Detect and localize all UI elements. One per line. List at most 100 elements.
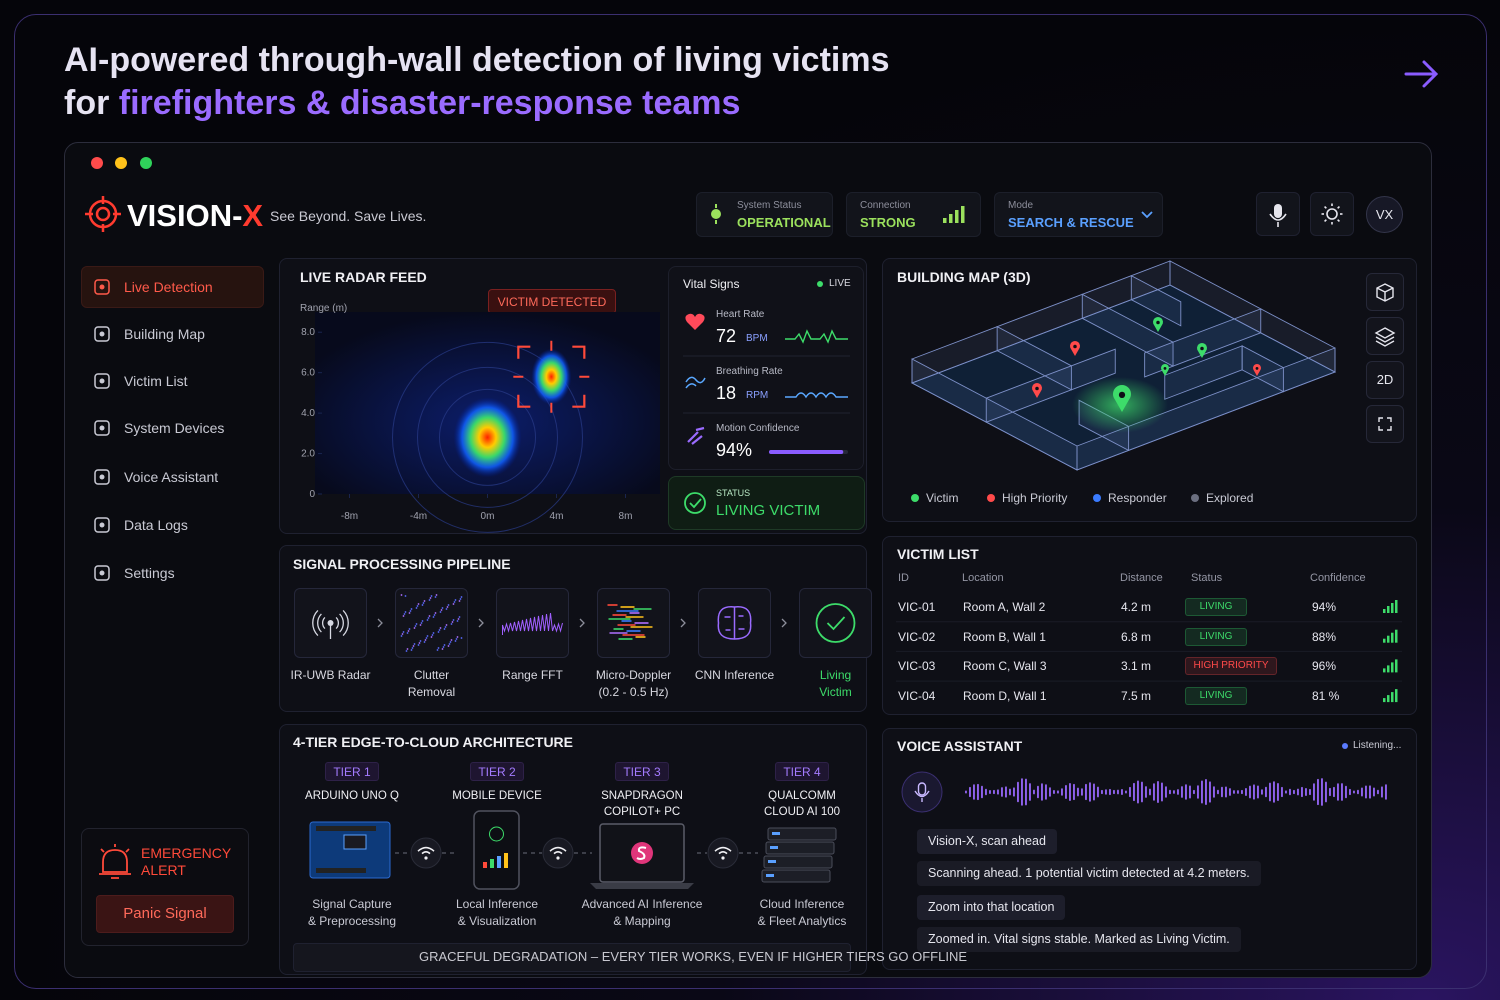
avatar-initials: VX bbox=[1375, 207, 1394, 223]
vital-value: 18 bbox=[716, 383, 737, 404]
pipeline-step bbox=[294, 588, 367, 658]
tier-label: TIER 1 bbox=[333, 764, 371, 779]
view-toggle[interactable]: 2D bbox=[1376, 372, 1394, 388]
step-label: (0.2 - 0.5 Hz) bbox=[598, 684, 669, 699]
panel-title: SIGNAL PROCESSING PIPELINE bbox=[293, 555, 511, 572]
map-tool-button[interactable] bbox=[1366, 273, 1404, 311]
nav-item[interactable]: Victim List bbox=[124, 372, 188, 389]
step-label: Micro-Doppler bbox=[595, 667, 672, 682]
status-value: STRONG bbox=[860, 215, 916, 231]
tier-caption: Local Inference bbox=[455, 896, 539, 911]
panel-title: LIVE RADAR FEED bbox=[300, 268, 427, 285]
footer-text: GRACEFUL DEGRADATION – EVERY TIER WORKS,… bbox=[419, 949, 968, 965]
voice-message: Scanning ahead. 1 potential victim detec… bbox=[917, 861, 1261, 886]
status-value: OPERATIONAL bbox=[737, 215, 831, 231]
nav-item[interactable]: System Devices bbox=[124, 419, 225, 436]
victim-location: Room D, Wall 1 bbox=[963, 688, 1047, 703]
tier-caption: Advanced AI Inference bbox=[581, 896, 703, 911]
victim-distance: 3.1 m bbox=[1121, 659, 1152, 674]
step-label: IR-UWB Radar bbox=[290, 667, 371, 682]
pipeline-step bbox=[496, 588, 569, 658]
victim-distance: 6.8 m bbox=[1121, 629, 1152, 644]
step-label: Living bbox=[819, 667, 852, 682]
vital-value: 72 bbox=[716, 326, 737, 347]
card-title: Vital Signs bbox=[683, 276, 740, 291]
map-tool-button[interactable] bbox=[1366, 317, 1404, 355]
pipeline-step bbox=[395, 588, 468, 658]
status-pill bbox=[1185, 687, 1247, 706]
outer-frame bbox=[14, 14, 1487, 989]
status-pill bbox=[1185, 657, 1277, 676]
column-header: Status bbox=[1191, 572, 1223, 585]
status-box[interactable] bbox=[994, 192, 1163, 237]
step-label: Clutter bbox=[413, 667, 450, 682]
nav-active bbox=[81, 266, 264, 308]
brand: VISION-X bbox=[127, 197, 263, 234]
victim-location: Room B, Wall 1 bbox=[963, 629, 1046, 644]
victim-id: VIC-01 bbox=[898, 599, 936, 614]
nav-item[interactable]: Live Detection bbox=[124, 278, 213, 295]
victim-distance: 7.5 m bbox=[1121, 688, 1152, 703]
status-label: STATUS bbox=[716, 487, 751, 498]
badge-text: VICTIM DETECTED bbox=[497, 294, 607, 309]
tier-name: ARDUINO UNO Q bbox=[305, 790, 399, 803]
step-label: Removal bbox=[407, 684, 456, 699]
column-header: Confidence bbox=[1310, 572, 1366, 585]
status-label: Mode bbox=[1008, 200, 1034, 211]
nav-item[interactable]: Settings bbox=[124, 564, 175, 581]
victim-confidence: 88% bbox=[1312, 629, 1337, 644]
tier-caption: Signal Capture bbox=[312, 896, 392, 911]
legend-label: High Priority bbox=[1002, 490, 1068, 505]
map-panel bbox=[882, 258, 1417, 522]
brand-name: VISION- bbox=[127, 198, 243, 233]
step-label: CNN Inference bbox=[694, 667, 775, 682]
column-header: Distance bbox=[1120, 572, 1163, 585]
status-value: LIVING VICTIM bbox=[716, 502, 821, 519]
victim-id: VIC-02 bbox=[898, 629, 936, 644]
pipeline-step bbox=[799, 588, 872, 658]
tier-pill bbox=[470, 762, 524, 781]
nav-item[interactable]: Voice Assistant bbox=[124, 468, 219, 485]
panic-label[interactable]: Panic Signal bbox=[123, 905, 207, 922]
tier-caption: & Fleet Analytics bbox=[757, 913, 847, 928]
victim-confidence: 94% bbox=[1312, 599, 1337, 614]
map-tool-button[interactable] bbox=[1366, 361, 1404, 399]
status-pill-text: LIVING bbox=[1199, 630, 1233, 642]
panic-button[interactable] bbox=[96, 895, 234, 933]
vital-label: Heart Rate bbox=[716, 309, 765, 320]
tier-label: TIER 3 bbox=[623, 764, 661, 779]
avatar[interactable] bbox=[1366, 196, 1403, 233]
victim-confidence: 81 % bbox=[1312, 688, 1340, 703]
axis-title: Range (m) bbox=[300, 303, 348, 314]
tier-caption: & Preprocessing bbox=[307, 913, 397, 928]
pipeline-step bbox=[698, 588, 771, 658]
legend-label: Victim bbox=[926, 490, 959, 505]
vital-unit: BPM bbox=[746, 333, 768, 344]
nav-item[interactable]: Building Map bbox=[124, 325, 205, 342]
victim-confidence: 96% bbox=[1312, 659, 1337, 674]
voice-message: Zoomed in. Vital signs stable. Marked as… bbox=[917, 927, 1241, 952]
pipeline-step bbox=[597, 588, 670, 658]
footer-strip bbox=[293, 943, 851, 972]
victim-distance: 4.2 m bbox=[1121, 599, 1152, 614]
vital-value: 94% bbox=[716, 440, 753, 461]
column-header: ID bbox=[898, 572, 909, 585]
vital-label: Breathing Rate bbox=[716, 366, 783, 377]
tagline: See Beyond. Save Lives. bbox=[270, 208, 427, 224]
emergency-title: EMERGENCY ALERT bbox=[141, 845, 231, 878]
legend-label: Responder bbox=[1108, 490, 1167, 505]
step-label: Range FFT bbox=[502, 667, 563, 682]
panel-title: BUILDING MAP (3D) bbox=[897, 268, 1031, 285]
status-pill-text: HIGH PRIORITY bbox=[1193, 660, 1269, 672]
victim-location: Room C, Wall 3 bbox=[963, 659, 1047, 674]
victim-id: VIC-03 bbox=[898, 659, 936, 674]
nav-item[interactable]: Data Logs bbox=[124, 516, 188, 533]
vital-unit: RPM bbox=[746, 390, 769, 401]
status-pill-text: LIVING bbox=[1199, 601, 1233, 612]
step-label: Victim bbox=[819, 684, 852, 699]
map-tool-button[interactable] bbox=[1366, 405, 1404, 443]
tier-name: SNAPDRAGON bbox=[601, 790, 683, 803]
panel-title: 4-TIER EDGE-TO-CLOUD ARCHITECTURE bbox=[293, 733, 573, 750]
status-box bbox=[846, 192, 981, 237]
tier-name: COPILOT+ PC bbox=[603, 806, 681, 819]
